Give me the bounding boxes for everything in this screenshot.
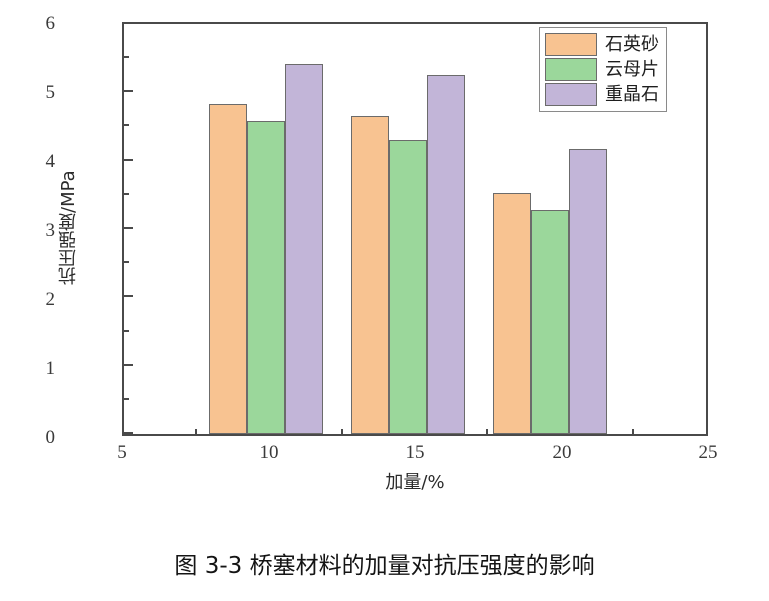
legend-swatch-barite (545, 83, 597, 106)
chart-legend: 石英砂 云母片 重晶石 (539, 27, 667, 112)
y-minor-tick-0p5 (124, 398, 129, 400)
y-minor-tick-2p5 (124, 261, 129, 263)
bar-mica-15 (389, 140, 427, 434)
y-major-tick-2 (124, 295, 133, 297)
bar-barite-15 (427, 75, 465, 434)
y-minor-tick-4p5 (124, 124, 129, 126)
y-major-tick-1 (124, 364, 133, 366)
x-axis-title: 加量/% (385, 472, 445, 493)
y-tick-label-3: 3 (45, 220, 56, 241)
legend-item-mica: 云母片 (545, 57, 659, 82)
y-minor-tick-3p5 (124, 193, 129, 195)
x-minor-tick-17p5 (486, 429, 488, 434)
legend-label-barite: 重晶石 (605, 83, 659, 105)
bar-mica-10 (247, 121, 285, 434)
plot-area: 石英砂 云母片 重晶石 (122, 22, 708, 436)
legend-swatch-mica (545, 58, 597, 81)
y-major-tick-4 (124, 159, 133, 161)
bar-quartz-20 (493, 193, 531, 434)
x-minor-tick-22p5 (632, 429, 634, 434)
x-tick-label-15: 15 (405, 442, 425, 463)
legend-swatch-quartz (545, 33, 597, 56)
y-minor-tick-1p5 (124, 330, 129, 332)
y-major-tick-3 (124, 227, 133, 229)
x-tick-label-25: 25 (698, 442, 718, 463)
x-tick-label-5: 5 (117, 442, 127, 463)
y-tick-label-4: 4 (45, 151, 56, 172)
bar-quartz-15 (351, 116, 389, 434)
y-major-tick-5 (124, 90, 133, 92)
figure-caption: 图 3-3 桥塞材料的加量对抗压强度的影响 (174, 553, 595, 579)
bar-barite-10 (285, 64, 323, 434)
y-major-tick-0 (124, 432, 133, 434)
y-minor-tick-5p5 (124, 56, 129, 58)
legend-item-barite: 重晶石 (545, 82, 659, 107)
y-tick-label-5: 5 (45, 82, 56, 103)
x-tick-label-10: 10 (259, 442, 279, 463)
bar-mica-20 (531, 210, 569, 434)
y-tick-label-2: 2 (45, 289, 56, 310)
y-tick-label-0: 0 (45, 427, 56, 448)
x-minor-tick-12p5 (341, 429, 343, 434)
x-tick-label-20: 20 (552, 442, 572, 463)
legend-item-quartz: 石英砂 (545, 32, 659, 57)
y-axis-title: 抗压强度/MPa (58, 170, 79, 285)
bar-quartz-10 (209, 104, 247, 434)
bar-barite-20 (569, 149, 607, 434)
x-minor-tick-7p5 (195, 429, 197, 434)
y-tick-label-6: 6 (45, 13, 56, 34)
legend-label-mica: 云母片 (605, 58, 659, 80)
legend-label-quartz: 石英砂 (605, 33, 659, 55)
y-tick-label-1: 1 (45, 358, 56, 379)
